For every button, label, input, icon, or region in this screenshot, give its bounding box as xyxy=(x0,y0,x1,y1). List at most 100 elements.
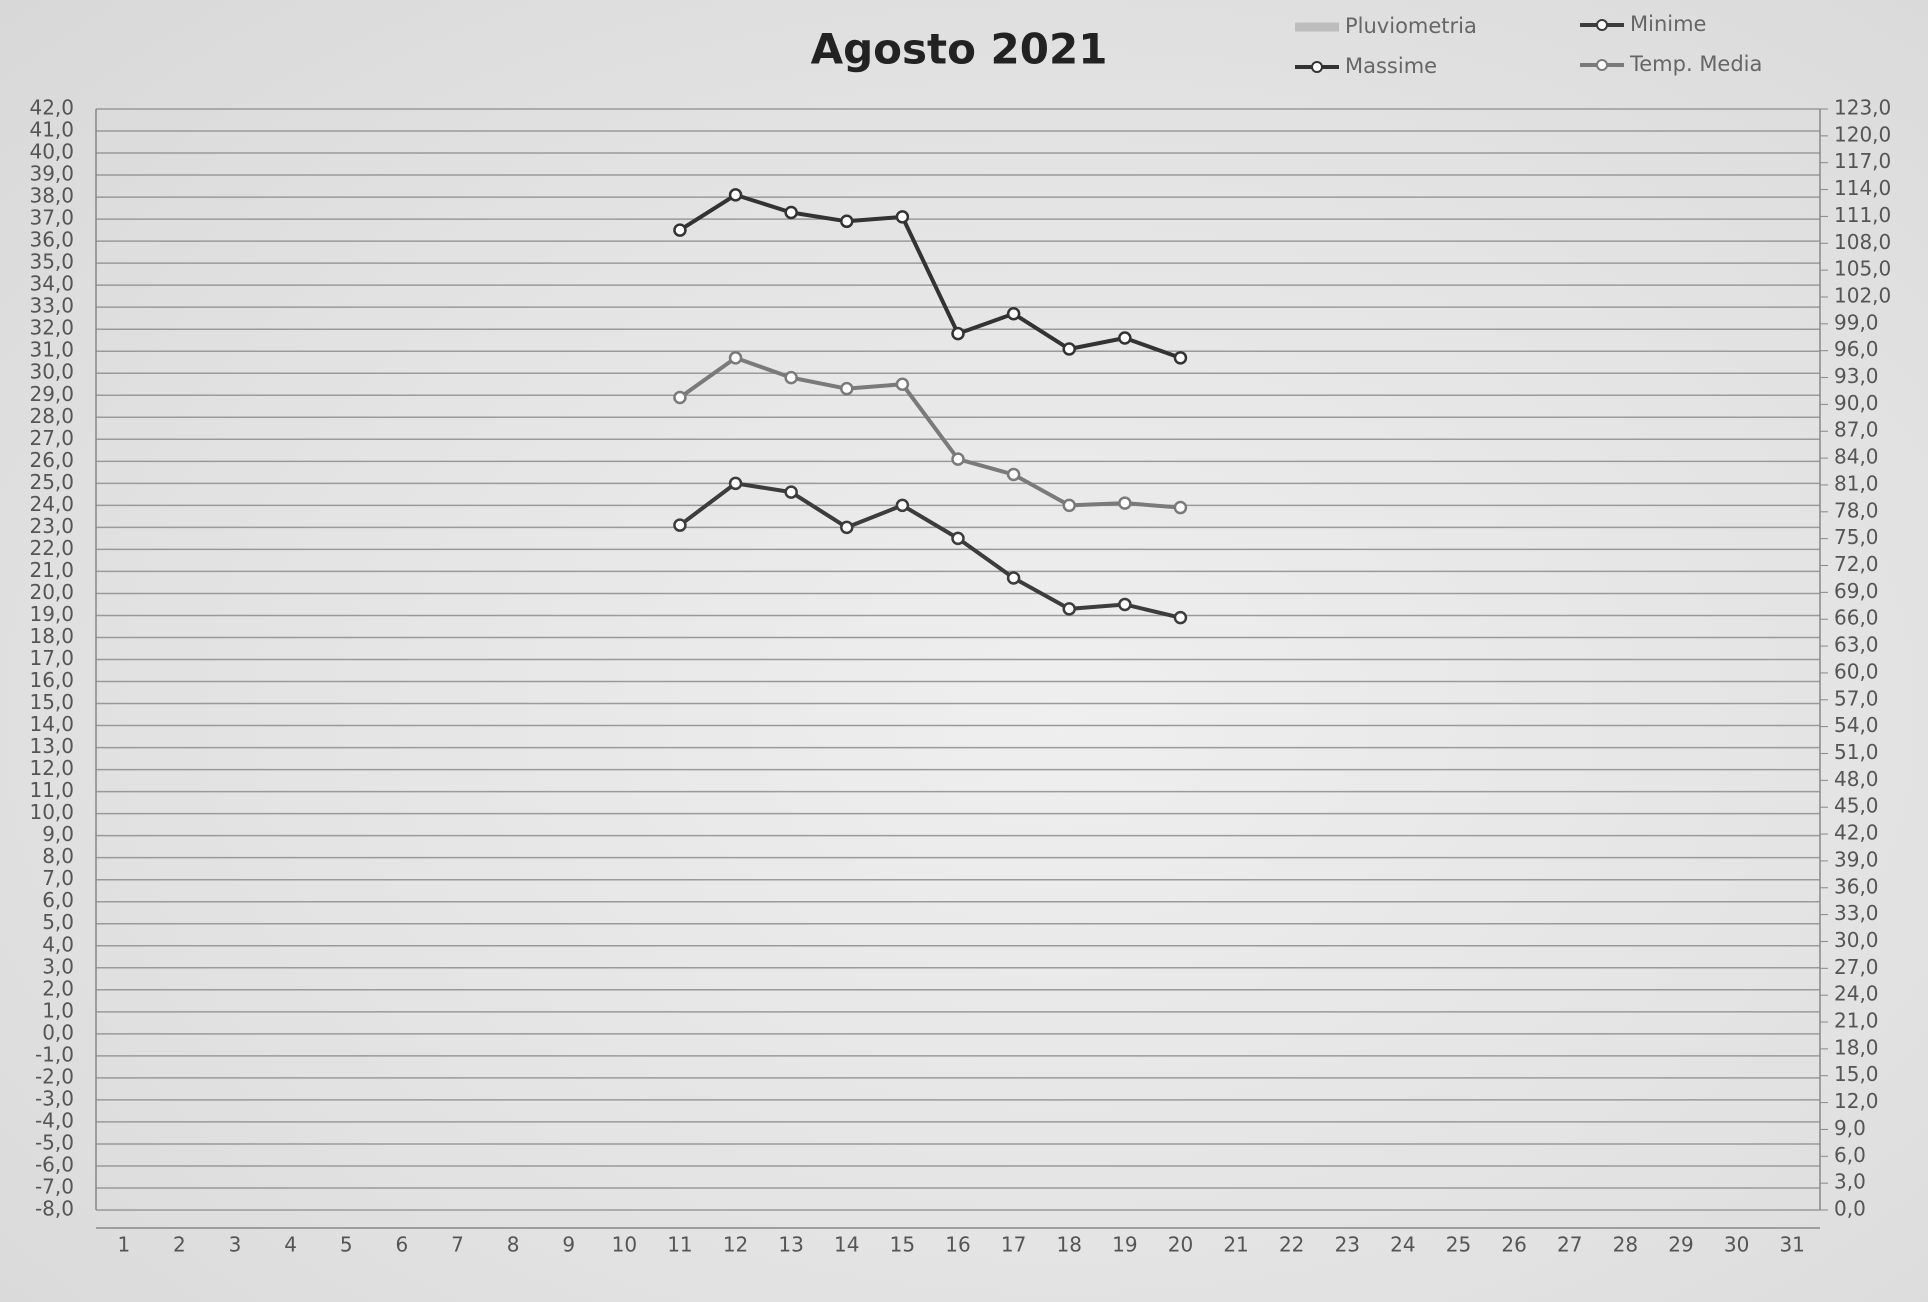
y2-tick-label: 45,0 xyxy=(1834,794,1879,818)
x-tick-label: 4 xyxy=(284,1233,297,1257)
point xyxy=(951,452,965,466)
y-tick-label: 38,0 xyxy=(29,184,74,208)
y-tick-label: 32,0 xyxy=(29,316,74,340)
y2-tick-label: 30,0 xyxy=(1834,928,1879,952)
x-tick-label: 22 xyxy=(1279,1233,1304,1257)
y-tick-label: 21,0 xyxy=(29,558,74,582)
y2-tick-label: 12,0 xyxy=(1834,1089,1879,1113)
y2-tick-label: 111,0 xyxy=(1834,203,1891,227)
y2-tick-label: 48,0 xyxy=(1834,767,1879,791)
y-tick-label: -2,0 xyxy=(35,1064,74,1088)
y-tick-label: 7,0 xyxy=(42,866,74,890)
y2-tick-label: 21,0 xyxy=(1834,1009,1879,1033)
y2-tick-label: 54,0 xyxy=(1834,713,1879,737)
x-tick-label: 7 xyxy=(451,1233,464,1257)
x-tick-label: 14 xyxy=(834,1233,859,1257)
x-tick-label: 27 xyxy=(1557,1233,1582,1257)
y-tick-label: 0,0 xyxy=(42,1020,74,1044)
point xyxy=(840,520,854,535)
y-tick-label: 17,0 xyxy=(29,646,74,670)
point xyxy=(1006,307,1021,321)
y-tick-label: 11,0 xyxy=(29,778,74,802)
y-tick-label: 42,0 xyxy=(29,96,74,120)
x-tick-label: 28 xyxy=(1613,1233,1638,1257)
y2-tick-label: 24,0 xyxy=(1834,982,1879,1006)
x-tick-label: 23 xyxy=(1335,1233,1360,1257)
y2-tick-label: 27,0 xyxy=(1834,955,1879,979)
y2-tick-label: 99,0 xyxy=(1834,310,1879,334)
y-tick-label: 24,0 xyxy=(29,492,74,516)
x-tick-label: 17 xyxy=(1001,1233,1026,1257)
y-tick-label: 39,0 xyxy=(29,162,74,186)
point xyxy=(728,351,743,365)
legend-marker xyxy=(1596,59,1608,71)
y2-tick-label: 75,0 xyxy=(1834,525,1879,549)
y-tick-label: 12,0 xyxy=(29,756,74,780)
x-tick-label: 18 xyxy=(1056,1233,1081,1257)
y-tick-label: 41,0 xyxy=(29,118,74,142)
y-tick-label: 40,0 xyxy=(29,140,74,164)
y-tick-label: -1,0 xyxy=(35,1042,74,1066)
y-tick-label: 16,0 xyxy=(29,668,74,692)
y-tick-label: 4,0 xyxy=(42,932,74,956)
point xyxy=(1173,351,1188,365)
y-tick-label: 20,0 xyxy=(29,580,74,604)
y-tick-label: -3,0 xyxy=(35,1086,74,1110)
point xyxy=(1173,500,1188,515)
y-tick-label: 5,0 xyxy=(42,910,74,934)
y-tick-label: 36,0 xyxy=(29,228,74,252)
y-tick-label: 30,0 xyxy=(29,360,74,384)
x-tick-label: 2 xyxy=(173,1233,186,1257)
y-tick-label: 25,0 xyxy=(29,470,74,494)
x-tick-label: 12 xyxy=(723,1233,748,1257)
series-line xyxy=(678,192,1182,360)
y2-tick-label: 6,0 xyxy=(1834,1143,1866,1167)
y-tick-label: -7,0 xyxy=(35,1174,74,1198)
y2-tick-label: 87,0 xyxy=(1834,418,1879,442)
legend-marker xyxy=(1596,19,1608,31)
y-tick-label: -4,0 xyxy=(35,1108,74,1132)
y2-tick-label: 90,0 xyxy=(1834,391,1879,415)
y2-tick-label: 42,0 xyxy=(1834,821,1879,845)
x-tick-label: 1 xyxy=(117,1233,130,1257)
y-tick-label: 35,0 xyxy=(29,250,74,274)
chart-title: Agosto 2021 xyxy=(811,25,1108,74)
x-tick-label: 20 xyxy=(1168,1233,1193,1257)
series-line xyxy=(678,481,1181,620)
y-tick-label: -5,0 xyxy=(35,1130,74,1154)
y2-tick-label: 117,0 xyxy=(1834,149,1891,173)
point xyxy=(1118,496,1132,510)
y2-tick-label: 93,0 xyxy=(1834,364,1879,388)
point xyxy=(951,326,965,341)
y-tick-label: 19,0 xyxy=(29,602,74,626)
y2-tick-label: 84,0 xyxy=(1834,445,1879,469)
y2-tick-label: 105,0 xyxy=(1834,257,1891,281)
x-tick-label: 5 xyxy=(340,1233,353,1257)
y2-tick-label: 33,0 xyxy=(1834,901,1879,925)
y-tick-label: 26,0 xyxy=(29,448,74,472)
y2-tick-label: 72,0 xyxy=(1834,552,1879,576)
point xyxy=(1118,597,1132,612)
y-tick-label: 34,0 xyxy=(29,272,74,296)
y-tick-label: -6,0 xyxy=(35,1152,74,1176)
point xyxy=(784,485,798,499)
point xyxy=(895,210,910,224)
x-tick-label: 25 xyxy=(1446,1233,1471,1257)
point xyxy=(784,370,798,385)
y2-tick-label: 96,0 xyxy=(1834,337,1879,361)
y-tick-label: 29,0 xyxy=(29,382,74,406)
point xyxy=(728,476,743,491)
y2-tick-label: 69,0 xyxy=(1834,579,1879,603)
x-tick-label: 26 xyxy=(1501,1233,1526,1257)
y2-tick-label: 78,0 xyxy=(1834,498,1879,522)
legend-label: Minime xyxy=(1630,12,1706,36)
y-tick-label: 10,0 xyxy=(29,800,74,824)
point xyxy=(673,223,687,237)
x-tick-label: 13 xyxy=(778,1233,803,1257)
y2-tick-label: 66,0 xyxy=(1834,606,1879,630)
y2-tick-label: 123,0 xyxy=(1834,96,1891,120)
y-tick-label: 9,0 xyxy=(42,822,74,846)
x-tick-label: 29 xyxy=(1668,1233,1693,1257)
y-tick-label: 1,0 xyxy=(42,998,74,1022)
point xyxy=(784,205,798,220)
